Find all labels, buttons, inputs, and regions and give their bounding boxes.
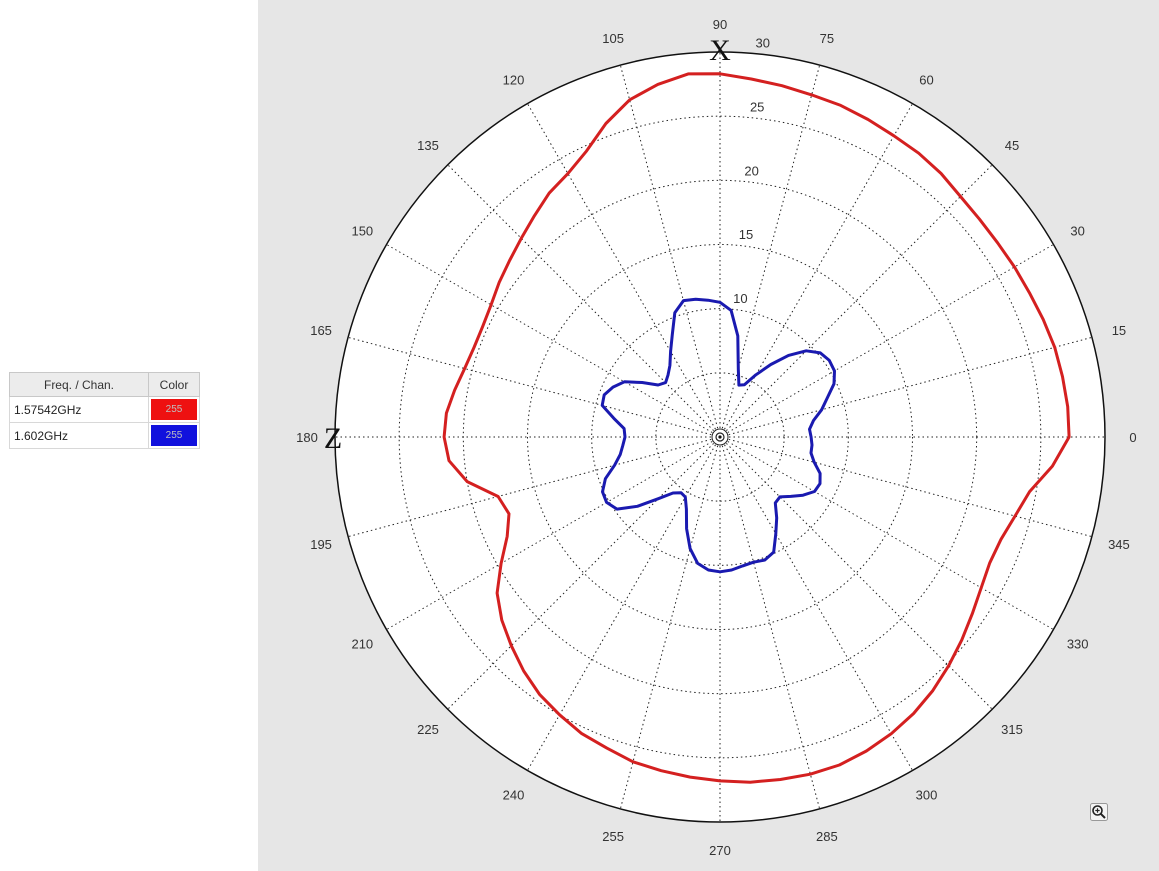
legend-row[interactable]: 1.57542GHz 255 [10, 397, 200, 423]
angle-tick-label: 15 [1112, 323, 1126, 338]
angle-tick-label: 105 [602, 31, 624, 46]
angle-tick-label: 210 [351, 637, 373, 652]
angle-tick-label: 120 [503, 72, 525, 87]
plot-panel: 10 15 20 25 30 0 15 30 45 60 75 90 105 120 135 150 165 18… [258, 0, 1159, 871]
zoom-in-icon[interactable] [1090, 803, 1108, 821]
axis-letter-z: Z [324, 422, 342, 455]
grid [335, 52, 1105, 822]
radial-tick-label: 30 [756, 35, 770, 50]
angle-tick-label: 75 [820, 31, 834, 46]
legend-freq-label: 1.602GHz [10, 423, 149, 449]
legend-row[interactable]: 1.602GHz 255 [10, 423, 200, 449]
angle-tick-label: 195 [310, 537, 332, 552]
angle-tick-label: 345 [1108, 537, 1130, 552]
color-swatch[interactable]: 255 [151, 399, 197, 420]
radial-tick-label: 20 [744, 163, 758, 178]
legend-table: Freq. / Chan. Color 1.57542GHz 255 1.602… [9, 372, 200, 449]
legend-color-cell[interactable]: 255 [149, 423, 200, 449]
angle-tick-label: 330 [1067, 637, 1089, 652]
angle-tick-label: 150 [351, 224, 373, 239]
legend-freq-label: 1.57542GHz [10, 397, 149, 423]
center-marker [718, 435, 721, 438]
legend-header-row: Freq. / Chan. Color [10, 373, 200, 397]
angle-tick-label: 255 [602, 829, 624, 844]
angle-tick-label: 225 [417, 722, 439, 737]
color-swatch[interactable]: 255 [151, 425, 197, 446]
angle-tick-label: 90 [713, 17, 727, 32]
legend-color-cell[interactable]: 255 [149, 397, 200, 423]
legend-header-color: Color [149, 373, 200, 397]
polar-chart: 1015202530015304560759010512013515016518… [258, 0, 1159, 871]
angle-tick-label: 45 [1005, 138, 1019, 153]
radial-tick-label: 15 [739, 227, 753, 242]
angle-tick-label: 240 [503, 788, 525, 803]
legend-header-freq: Freq. / Chan. [10, 373, 149, 397]
angle-tick-label: 165 [310, 323, 332, 338]
angle-tick-label: 135 [417, 138, 439, 153]
angle-tick-label: 60 [919, 72, 933, 87]
angle-tick-label: 300 [916, 788, 938, 803]
angle-tick-label: 285 [816, 829, 838, 844]
angle-tick-label: 315 [1001, 722, 1023, 737]
angle-tick-label: 180 [296, 430, 318, 445]
angle-tick-label: 0 [1129, 430, 1136, 445]
radial-tick-label: 10 [733, 291, 747, 306]
angle-tick-label: 270 [709, 843, 731, 858]
angle-tick-label: 30 [1070, 224, 1084, 239]
radial-tick-label: 25 [750, 99, 764, 114]
axis-letter-x: X [709, 34, 731, 67]
